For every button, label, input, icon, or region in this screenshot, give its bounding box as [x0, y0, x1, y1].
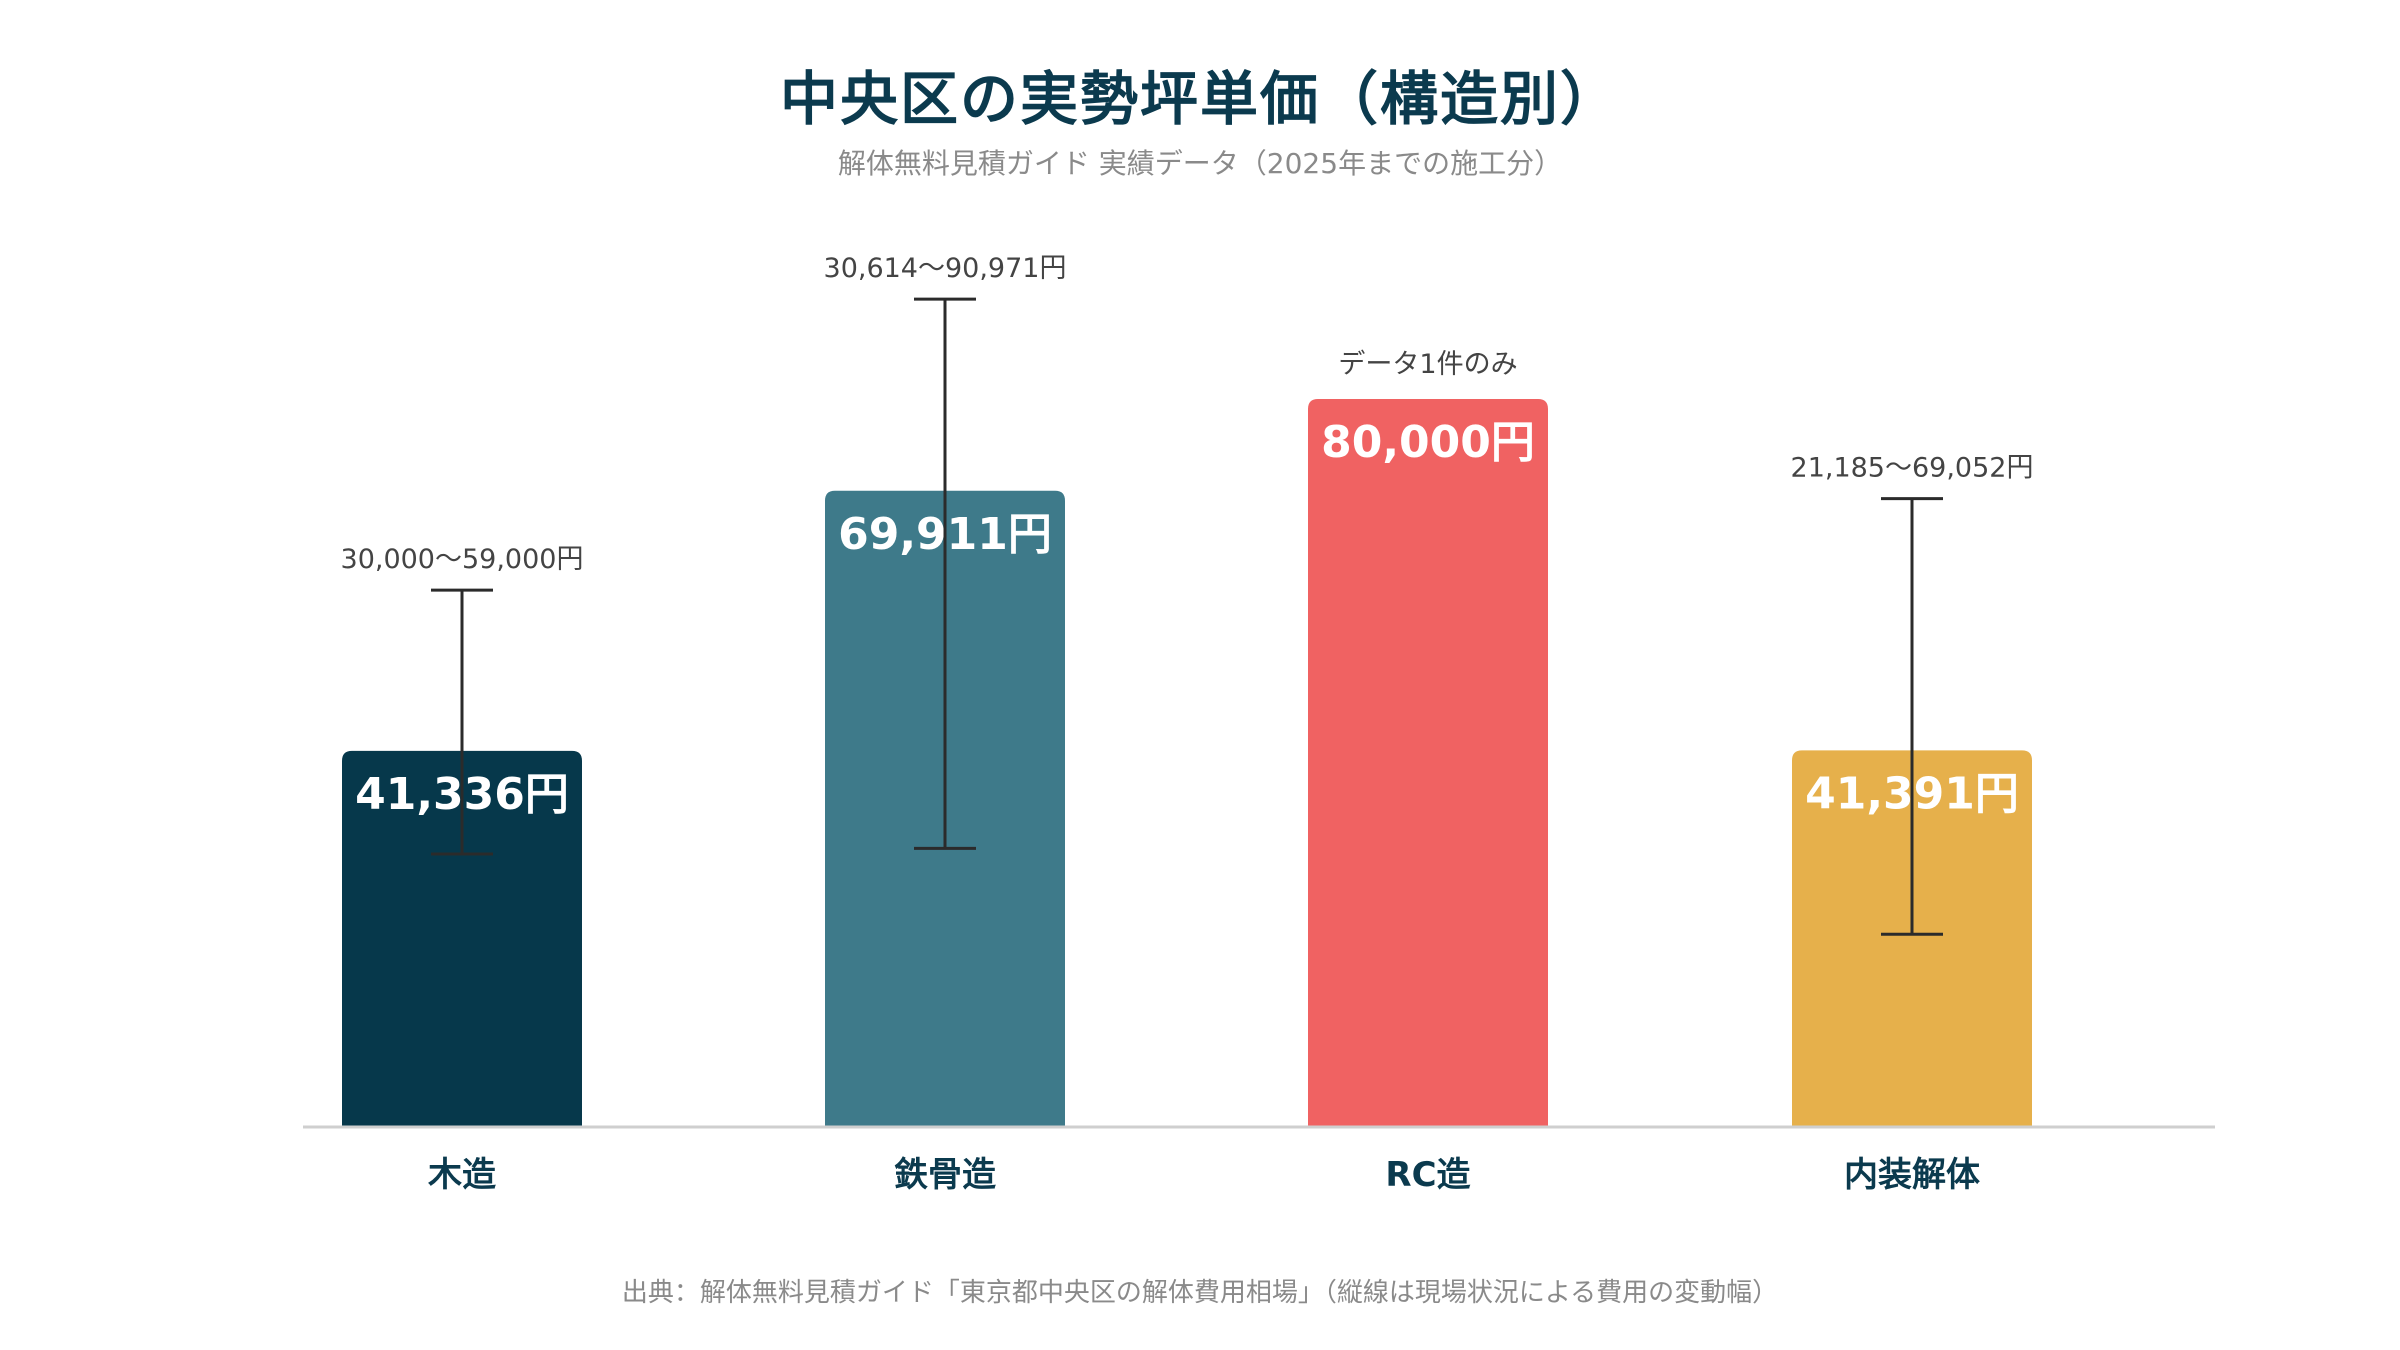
x-tick-label: 鉄骨造: [894, 1155, 996, 1195]
chart-subtitle: 解体無料見積ガイド 実績データ（2025年までの施工分）: [837, 147, 1563, 180]
x-tick-label: 内装解体: [1844, 1155, 1980, 1195]
chart-title: 中央区の実勢坪単価（構造別）: [779, 65, 1620, 133]
range-label: 30,614〜90,971円: [824, 253, 1067, 284]
chart-source-note: 出典：解体無料見積ガイド「東京都中央区の解体費用相場」（縦線は現場状況による費用…: [621, 1278, 1779, 1308]
bar: [1792, 750, 2032, 1127]
bar-annotation: データ1件のみ: [1338, 349, 1517, 380]
bar: [1308, 399, 1548, 1127]
x-tick-label: 木造: [427, 1155, 496, 1195]
range-label: 21,185〜69,052円: [1791, 453, 2034, 484]
x-tick-label: RC造: [1385, 1155, 1470, 1195]
range-label: 30,000〜59,000円: [341, 544, 584, 575]
bar: [342, 750, 582, 1127]
bar-value-label: 80,000円: [1321, 417, 1535, 468]
